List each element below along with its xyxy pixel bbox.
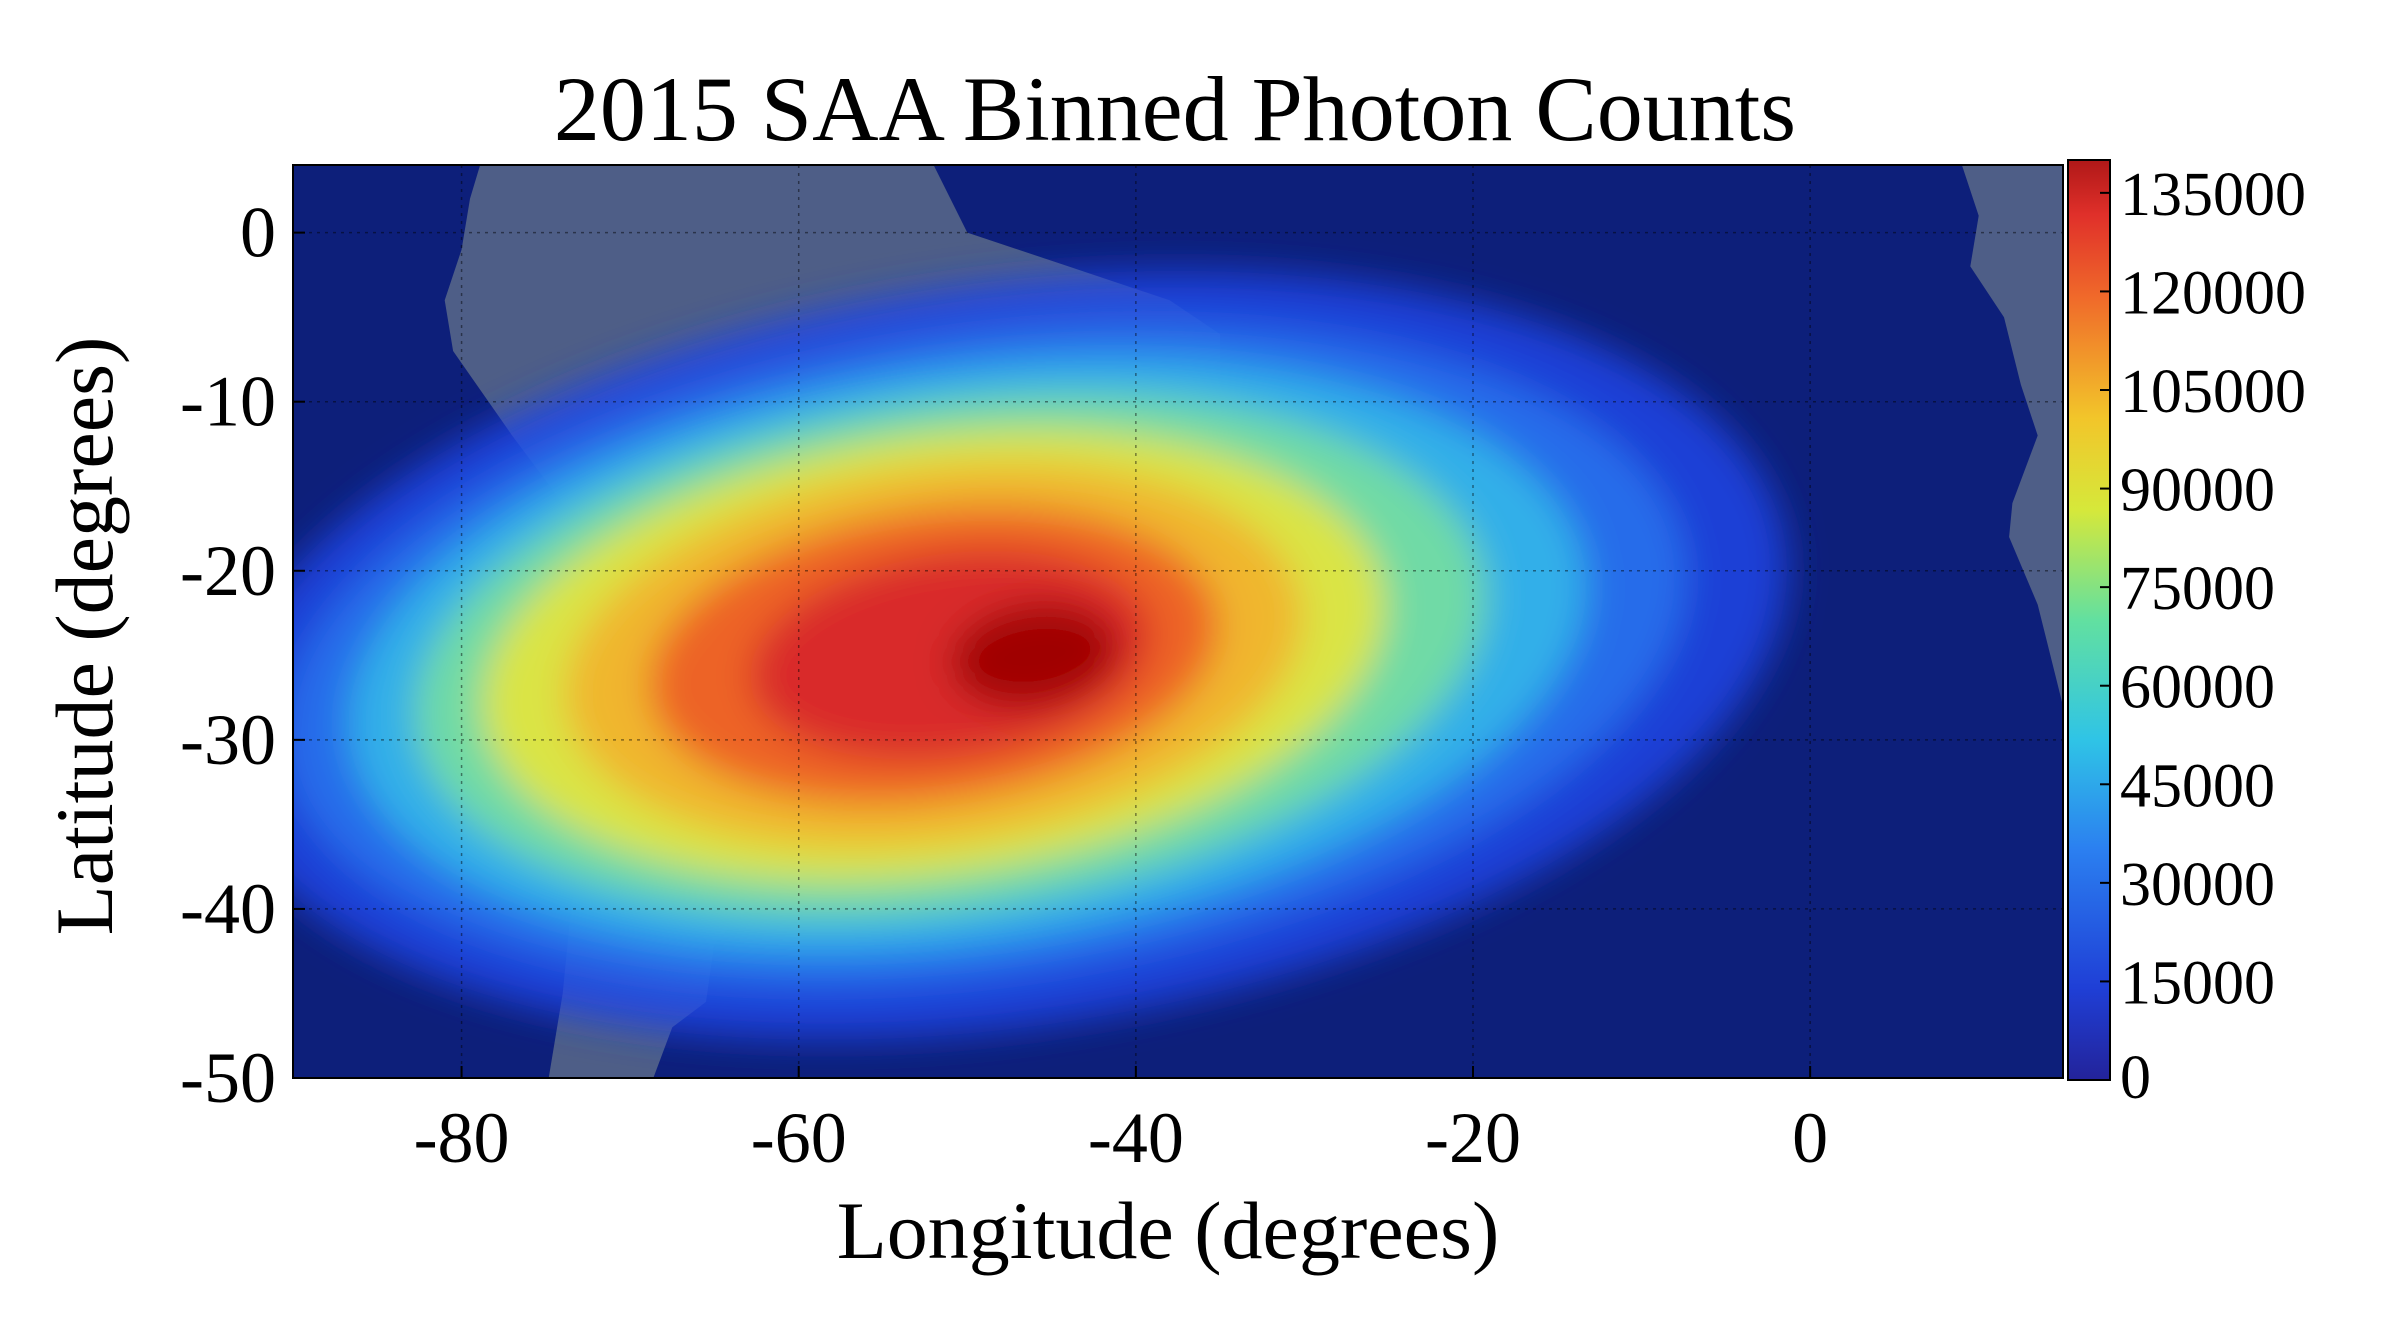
y-tick-label: -50 xyxy=(180,1038,276,1118)
x-tick-label: -40 xyxy=(1088,1098,1184,1178)
colorbar-tick-label: 135000 xyxy=(2120,161,2306,229)
chart-title: 2015 SAA Binned Photon Counts xyxy=(554,58,1796,160)
land-africa xyxy=(1961,165,2063,1078)
colorbar-tick-label: 45000 xyxy=(2120,752,2275,820)
heat-contour-7 xyxy=(749,550,1152,760)
y-tick-label: -30 xyxy=(180,700,276,780)
y-axis-label: Latitude (degrees) xyxy=(39,337,130,936)
colorbar-tick-label: 90000 xyxy=(2120,457,2275,525)
x-axis-label: Longitude (degrees) xyxy=(837,1185,1500,1276)
x-tick-label: -20 xyxy=(1425,1098,1521,1178)
y-tick-label: -40 xyxy=(180,869,276,949)
colorbar-tick-label: 120000 xyxy=(2120,259,2306,327)
colorbar-tick-label: 15000 xyxy=(2120,949,2275,1017)
x-tick-label: -60 xyxy=(751,1098,847,1178)
heat-contour-8 xyxy=(950,603,1119,707)
colorbar-tick-label: 105000 xyxy=(2120,358,2306,426)
colorbar-tick-label: 0 xyxy=(2120,1044,2151,1112)
x-tick-label: -80 xyxy=(414,1098,510,1178)
plot-frame xyxy=(292,164,2064,1079)
y-axis-ticks: 0 -10 -20 -30 -40 -50 xyxy=(180,193,305,1118)
grid-layer xyxy=(293,165,2063,1078)
colorbar-tick-label: 75000 xyxy=(2120,555,2275,623)
colorbar-ticks: 0 15000 30000 45000 60000 75000 90000 105000 120… xyxy=(2100,161,2306,1112)
colorbar: 0 15000 30000 45000 60000 75000 90000 105000 120… xyxy=(2067,159,2306,1112)
colorbar-gradient xyxy=(2067,159,2111,1081)
colorbar-tick-label: 60000 xyxy=(2120,654,2275,722)
x-axis-ticks: -80 -60 -40 -20 0 xyxy=(414,1066,1828,1178)
y-tick-label: 0 xyxy=(240,193,276,273)
y-tick-label: -10 xyxy=(180,362,276,442)
y-tick-label: -20 xyxy=(180,531,276,611)
colorbar-tick-label: 30000 xyxy=(2120,851,2275,919)
plot-area xyxy=(293,165,2063,1078)
heatmap-layer xyxy=(293,270,1788,1040)
x-tick-label: 0 xyxy=(1792,1098,1828,1178)
